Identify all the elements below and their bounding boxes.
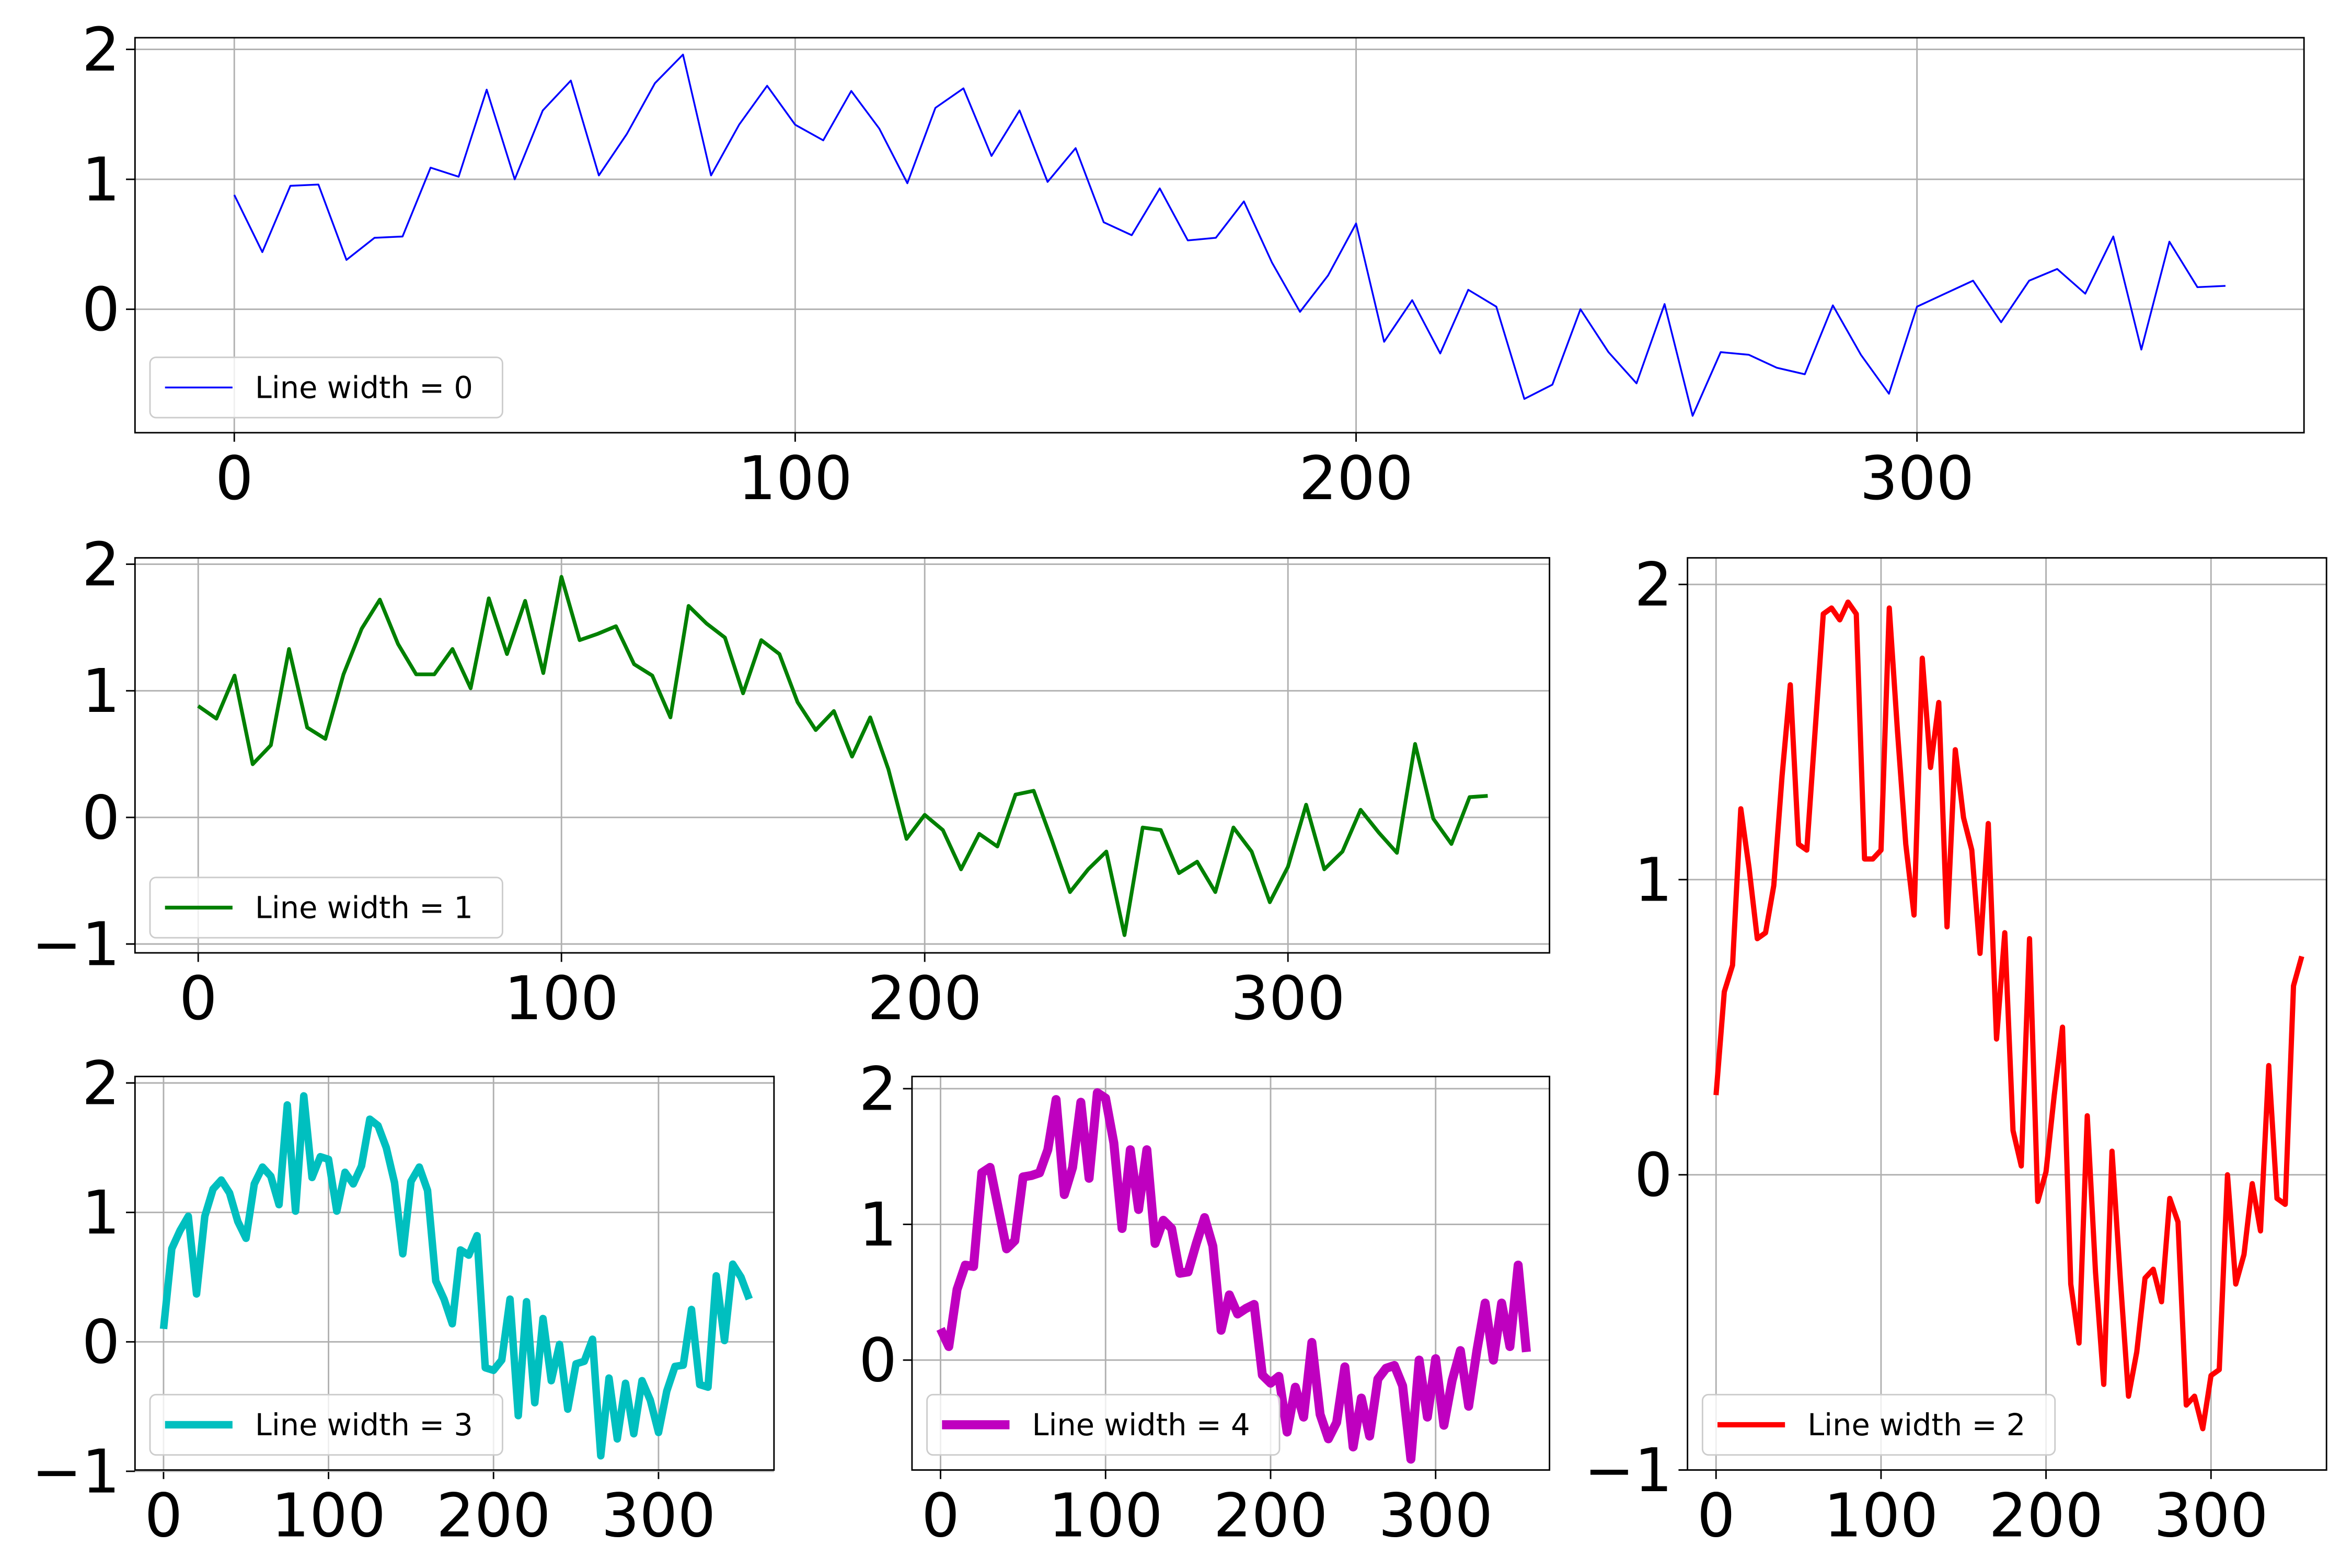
x-tick-label: 100: [1824, 1481, 1938, 1551]
y-tick-label: 0: [859, 1325, 897, 1396]
line-series: [233, 53, 2226, 417]
axes-frame: [134, 1076, 775, 1471]
line-series: [936, 1088, 1531, 1464]
y-tick-label: 0: [1634, 1140, 1673, 1210]
y-tick-label: 1: [859, 1190, 897, 1260]
y-tick-label: 0: [82, 275, 120, 345]
x-tick-label: 100: [738, 444, 852, 514]
y-tick-label: 0: [82, 783, 120, 853]
legend-label: Line width = 1: [255, 891, 473, 926]
y-tick-label: −1: [31, 909, 120, 979]
y-tick-label: 1: [82, 145, 120, 215]
y-tick-label: 0: [82, 1307, 120, 1377]
legend-label: Line width = 3: [255, 1408, 473, 1443]
x-tick-label: 0: [1697, 1481, 1735, 1551]
x-tick-label: 200: [1213, 1481, 1328, 1551]
x-tick-label: 0: [179, 964, 217, 1034]
x-tick-label: 0: [144, 1481, 182, 1551]
axes-frame: [911, 1076, 1551, 1471]
axes-frame: [134, 37, 2305, 434]
y-tick-label: 2: [82, 15, 120, 85]
y-tick-label: 2: [1634, 550, 1673, 620]
x-tick-label: 200: [436, 1481, 551, 1551]
x-tick-label: 300: [601, 1481, 716, 1551]
x-tick-label: 200: [868, 964, 982, 1034]
y-tick-label: 1: [1634, 845, 1673, 915]
x-tick-label: 0: [921, 1481, 960, 1551]
line-series: [197, 575, 1488, 937]
legend-label: Line width = 4: [1032, 1408, 1250, 1443]
x-tick-label: 0: [215, 444, 253, 514]
legend-box: [926, 1393, 1281, 1456]
legend-box: [149, 356, 503, 419]
legend-box: [149, 877, 503, 939]
x-tick-label: 300: [1860, 444, 1974, 514]
y-tick-label: 2: [859, 1054, 897, 1124]
x-tick-label: 200: [1989, 1481, 2103, 1551]
legend-box: [1701, 1393, 2056, 1456]
legend-label: Line width = 2: [1807, 1408, 2025, 1443]
x-tick-label: 300: [2154, 1481, 2268, 1551]
x-tick-label: 300: [1378, 1481, 1493, 1551]
x-tick-label: 100: [271, 1481, 386, 1551]
x-tick-label: 200: [1299, 444, 1413, 514]
legend-label: Line width = 0: [255, 370, 473, 405]
y-tick-label: −1: [1584, 1436, 1673, 1506]
x-tick-label: 300: [1231, 964, 1345, 1034]
y-tick-label: 1: [82, 656, 120, 727]
x-tick-label: 100: [504, 964, 619, 1034]
y-tick-label: 1: [82, 1178, 120, 1248]
y-tick-label: 2: [82, 1048, 120, 1119]
legend-box: [149, 1393, 503, 1456]
line-series: [159, 1092, 753, 1460]
y-tick-label: 2: [82, 530, 120, 600]
axes-frame: [134, 557, 1551, 954]
line-series: [1713, 599, 2304, 1432]
axes-frame: [1687, 557, 2327, 1471]
x-tick-label: 100: [1048, 1481, 1163, 1551]
y-tick-label: −1: [31, 1437, 120, 1507]
